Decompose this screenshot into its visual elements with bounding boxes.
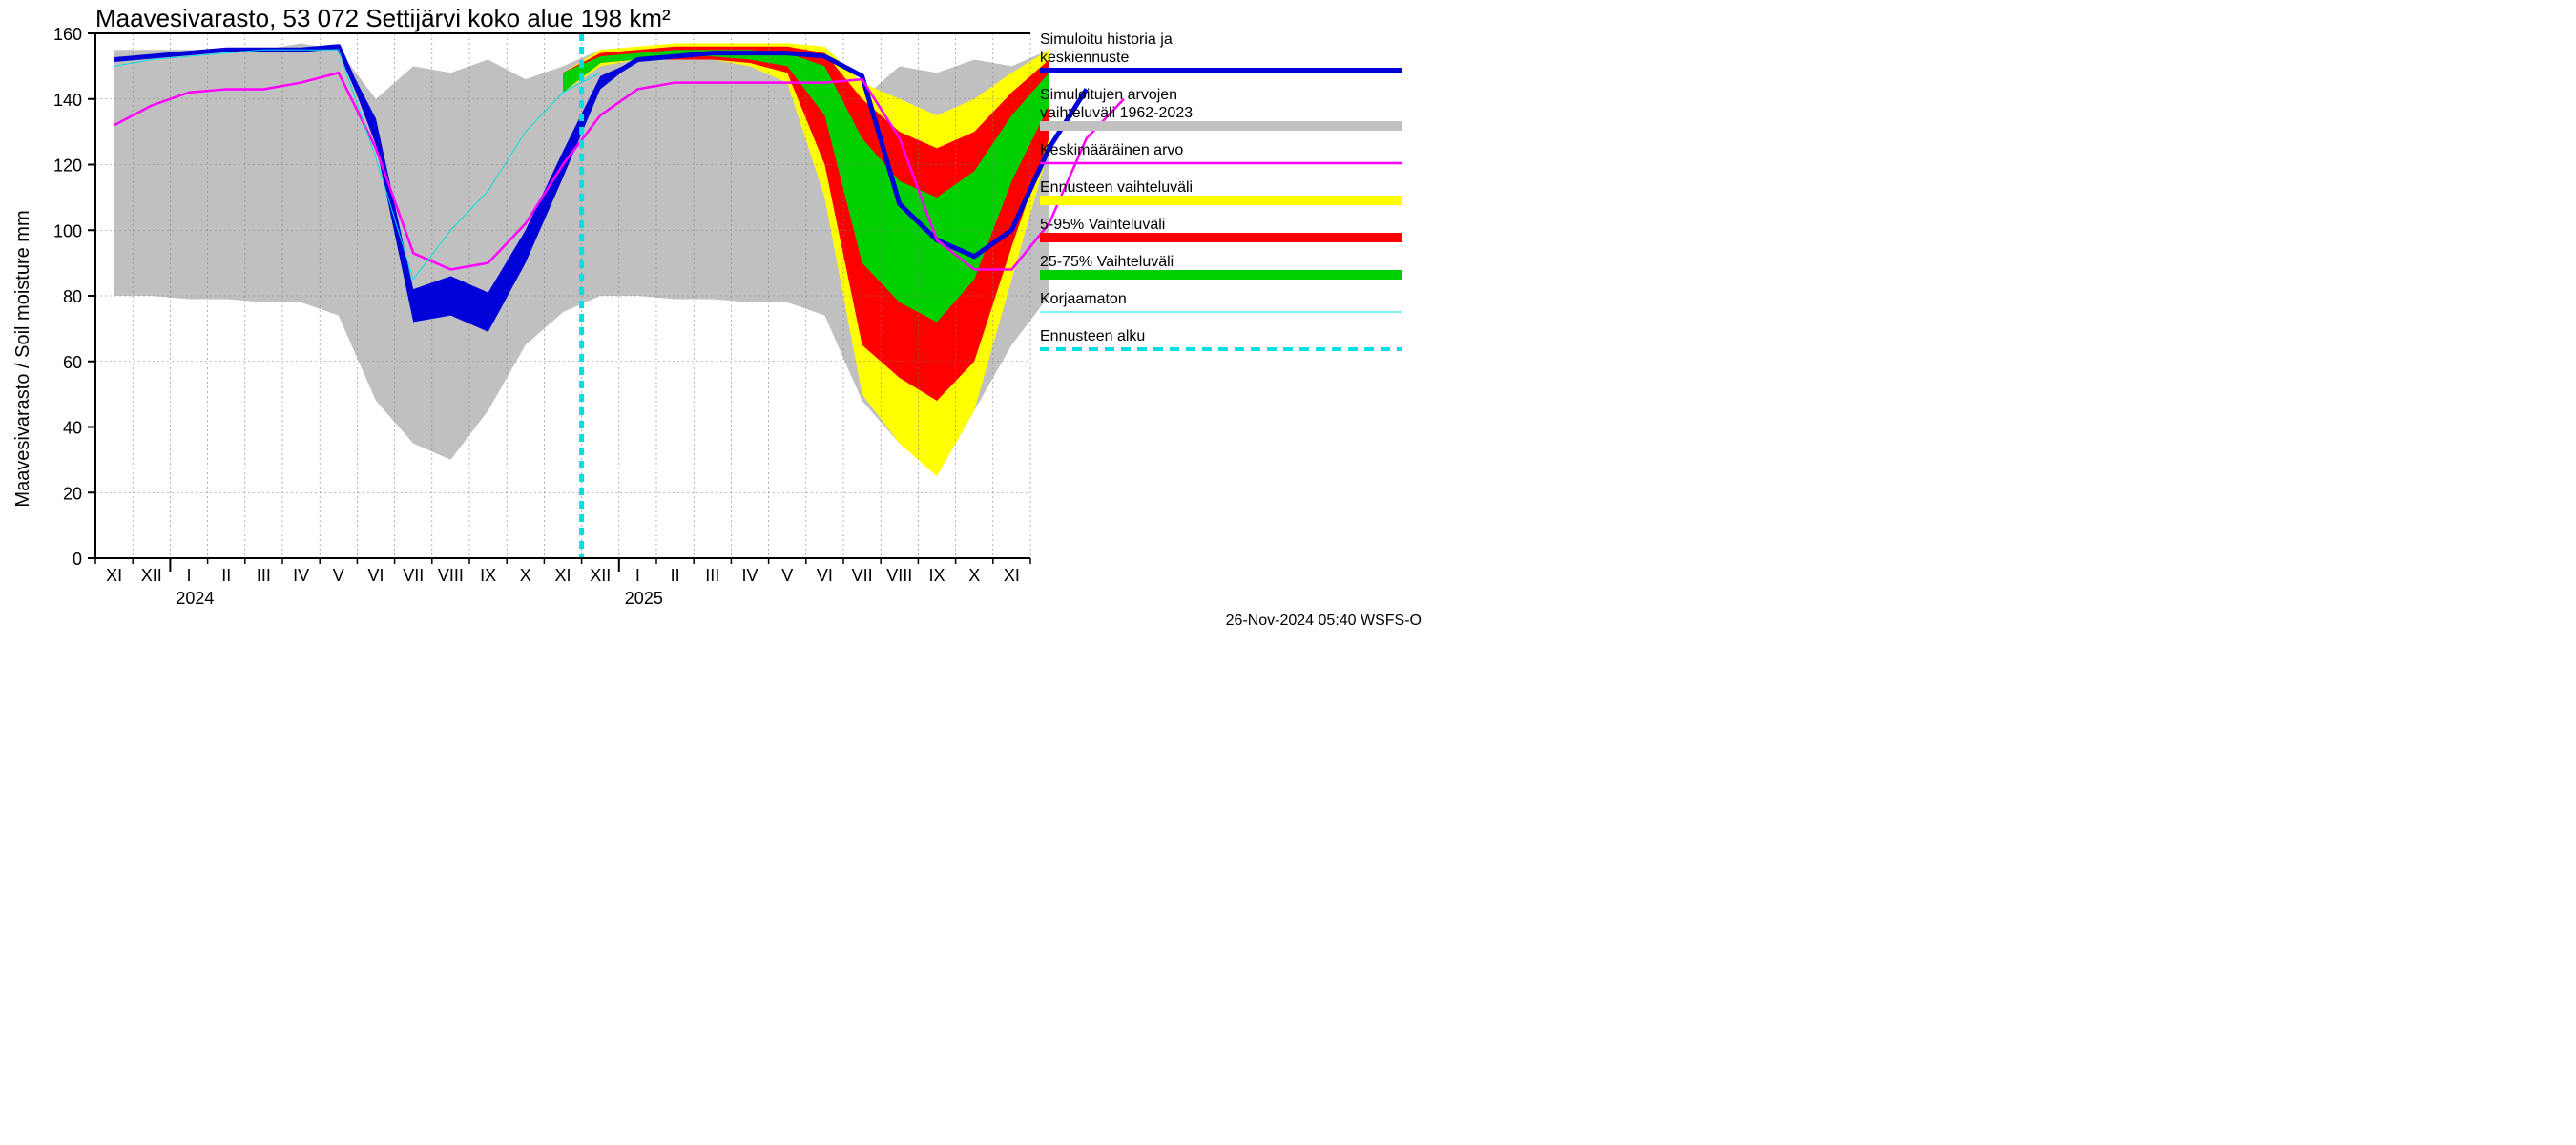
x-month-label: III bbox=[257, 566, 271, 585]
legend-label: vaihteluväli 1962-2023 bbox=[1040, 105, 1193, 121]
y-tick-label: 120 bbox=[53, 156, 82, 176]
x-month-label: II bbox=[671, 566, 680, 585]
legend-label: 5-95% Vaihteluväli bbox=[1040, 217, 1165, 233]
soil-moisture-chart: 020406080100120140160XIXIIIIIIIIIVVVIVII… bbox=[0, 0, 1431, 636]
y-tick-label: 0 bbox=[73, 550, 82, 569]
x-month-label: IV bbox=[741, 566, 758, 585]
chart-container: 020406080100120140160XIXIIIIIIIIIVVVIVII… bbox=[0, 0, 1431, 636]
x-month-label: X bbox=[520, 566, 531, 585]
y-tick-label: 40 bbox=[63, 419, 82, 438]
x-month-label: XII bbox=[141, 566, 162, 585]
x-month-label: VIII bbox=[438, 566, 464, 585]
x-month-label: VII bbox=[403, 566, 424, 585]
y-tick-label: 160 bbox=[53, 25, 82, 44]
chart-title: Maavesivarasto, 53 072 Settijärvi koko a… bbox=[95, 4, 671, 32]
x-year-label: 2024 bbox=[176, 589, 214, 608]
legend-label: Ennusteen vaihteluväli bbox=[1040, 179, 1193, 196]
x-month-label: XI bbox=[554, 566, 571, 585]
x-month-label: I bbox=[186, 566, 191, 585]
legend-label: 25-75% Vaihteluväli bbox=[1040, 254, 1174, 270]
y-tick-label: 100 bbox=[53, 221, 82, 240]
y-tick-label: 60 bbox=[63, 353, 82, 372]
x-month-label: VI bbox=[817, 566, 833, 585]
x-year-label: 2025 bbox=[625, 589, 663, 608]
x-month-label: XI bbox=[106, 566, 122, 585]
x-month-label: III bbox=[705, 566, 719, 585]
x-month-label: V bbox=[333, 566, 344, 585]
y-axis-label: Maavesivarasto / Soil moisture mm bbox=[12, 210, 33, 507]
x-month-label: VII bbox=[852, 566, 873, 585]
x-month-label: XII bbox=[590, 566, 611, 585]
y-tick-label: 20 bbox=[63, 484, 82, 503]
y-tick-label: 140 bbox=[53, 91, 82, 110]
x-month-label: IX bbox=[480, 566, 496, 585]
legend-label: Simuloitu historia ja bbox=[1040, 31, 1173, 48]
legend-swatch bbox=[1040, 233, 1402, 242]
y-tick-label: 80 bbox=[63, 287, 82, 306]
legend-swatch bbox=[1040, 196, 1402, 205]
legend-swatch bbox=[1040, 270, 1402, 280]
x-month-label: VI bbox=[367, 566, 384, 585]
x-month-label: X bbox=[968, 566, 980, 585]
x-month-label: IX bbox=[928, 566, 945, 585]
legend-swatch bbox=[1040, 121, 1402, 131]
x-month-label: IV bbox=[293, 566, 309, 585]
legend-label: keskiennuste bbox=[1040, 50, 1129, 66]
x-month-label: VIII bbox=[886, 566, 912, 585]
x-month-label: XI bbox=[1004, 566, 1020, 585]
legend-label: Simuloitujen arvojen bbox=[1040, 87, 1177, 103]
chart-footer-timestamp: 26-Nov-2024 05:40 WSFS-O bbox=[1226, 613, 1422, 629]
x-month-label: I bbox=[635, 566, 640, 585]
legend-label: Ennusteen alku bbox=[1040, 328, 1145, 344]
legend-label: Keskimääräinen arvo bbox=[1040, 142, 1183, 158]
x-month-label: II bbox=[221, 566, 231, 585]
x-month-label: V bbox=[781, 566, 793, 585]
legend-label: Korjaamaton bbox=[1040, 291, 1127, 307]
